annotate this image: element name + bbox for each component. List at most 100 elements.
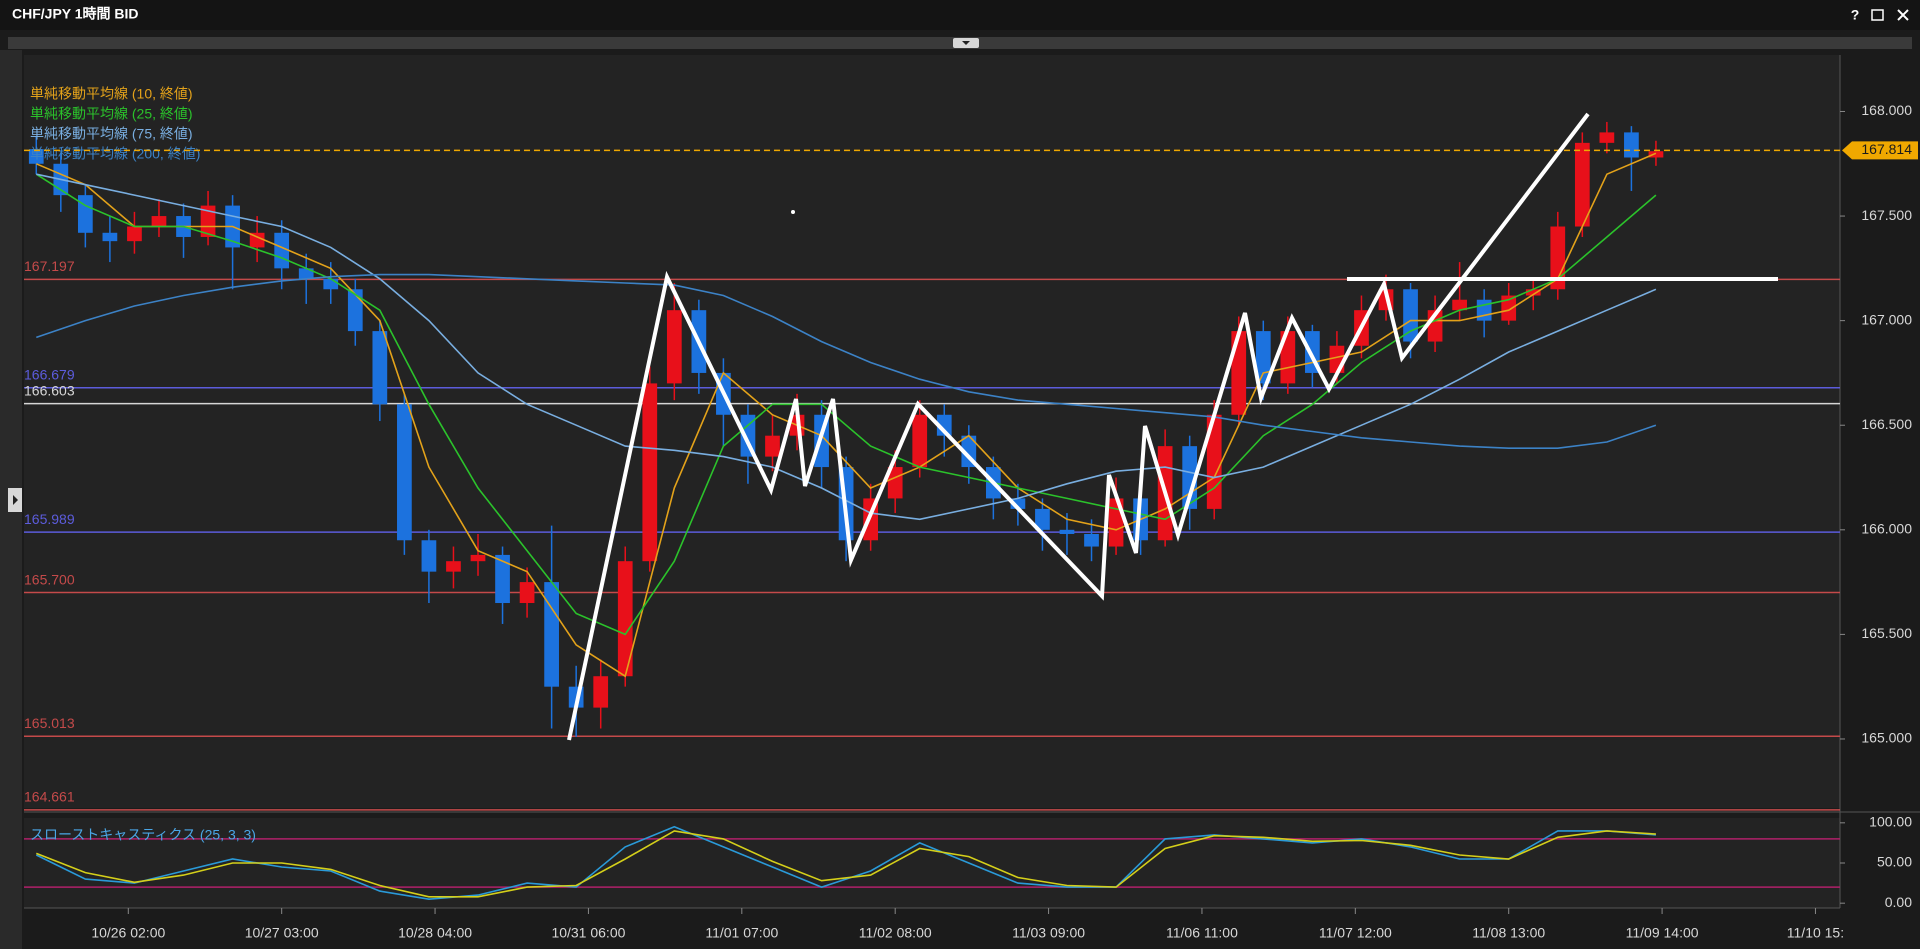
toolbar-toggle-icon — [962, 41, 970, 45]
last-price-tag — [1842, 141, 1918, 160]
stoch-plot: スローストキャスティクス (25, 3, 3) — [24, 825, 1840, 901]
help-button[interactable]: ? — [1851, 7, 1860, 23]
candle-body — [1035, 508, 1050, 530]
x-tick-label: 11/01 07:00 — [705, 925, 778, 941]
candle-body — [1059, 529, 1075, 534]
x-tick-label: 10/28 04:00 — [398, 925, 472, 941]
zigzag-drawing — [567, 112, 1590, 741]
x-tick-label: 11/08 13:00 — [1472, 925, 1545, 941]
side-toggle-icon — [13, 495, 18, 505]
candle-body — [617, 561, 633, 677]
legend-entry: 単純移動平均線 (75, 終値) — [30, 126, 193, 142]
level-label: 165.700 — [24, 571, 75, 587]
x-tick-label: 11/09 14:00 — [1626, 925, 1699, 941]
candle-body — [421, 540, 437, 572]
legend-entry: 単純移動平均線 (200, 終値) — [30, 146, 200, 162]
candle-body — [28, 149, 44, 164]
candle-body — [1476, 299, 1492, 321]
ma-line — [35, 152, 1657, 678]
legend-entry: 単純移動平均線 (10, 終値) — [30, 86, 193, 102]
candle-body — [1255, 331, 1271, 384]
close-button[interactable] — [1897, 9, 1909, 21]
x-tick-label: 11/10 15: — [1787, 925, 1844, 941]
y-tick-label: 166.000 — [1861, 521, 1912, 537]
candle-body — [1501, 295, 1517, 321]
stoch-y-tick-label: 50.00 — [1877, 854, 1912, 870]
candle-body — [298, 268, 314, 279]
candle-body — [1329, 345, 1345, 373]
stoch-y-tick-label: 100.00 — [1869, 814, 1912, 830]
level-label: 166.679 — [24, 366, 75, 382]
candle-body — [887, 467, 903, 499]
y-tick-label: 167.500 — [1861, 207, 1912, 223]
candle-body — [1206, 414, 1222, 509]
candle-body — [1648, 151, 1664, 158]
candle-body — [151, 216, 167, 227]
candle-body — [323, 278, 339, 290]
candle-body — [1452, 299, 1467, 311]
ma-line — [36, 273, 1657, 449]
trend-drawings — [567, 112, 1778, 741]
level-label: 166.603 — [24, 382, 75, 398]
candle-body — [397, 404, 412, 541]
x-tick-label: 11/06 11:00 — [1166, 925, 1238, 941]
level-label: 167.197 — [24, 258, 75, 274]
candle-body — [642, 383, 658, 562]
candle-body — [666, 310, 682, 384]
candle-body — [446, 561, 461, 572]
candle-body — [912, 414, 928, 468]
stoch-line — [36, 830, 1656, 898]
price-axis-area — [1840, 50, 1920, 949]
candle-body — [200, 205, 216, 237]
level-label: 165.013 — [24, 715, 75, 731]
y-tick-label: 166.500 — [1861, 416, 1912, 432]
candle-body — [519, 582, 535, 604]
maximize-button[interactable] — [1871, 9, 1884, 21]
x-tick-label: 11/07 12:00 — [1319, 925, 1392, 941]
candle-body — [347, 289, 363, 332]
legend-entry: 単純移動平均線 (25, 終値) — [30, 106, 193, 122]
marker-dot — [791, 210, 795, 214]
candle-body — [1599, 132, 1615, 143]
x-tick-label: 11/03 09:00 — [1012, 925, 1085, 941]
y-tick-label: 165.000 — [1861, 730, 1912, 746]
x-tick-label: 10/26 02:00 — [91, 925, 165, 941]
candle-body — [1550, 226, 1566, 290]
level-label: 164.661 — [24, 789, 75, 805]
x-tick-label: 10/31 06:00 — [551, 925, 625, 941]
ma-line — [35, 173, 1657, 636]
candle-body — [593, 676, 609, 708]
candle-body — [495, 554, 510, 604]
last-price-label: 167.814 — [1861, 141, 1912, 157]
candle-body — [470, 554, 486, 562]
candle-body — [1624, 132, 1639, 158]
stoch-title: スローストキャスティクス (25, 3, 3) — [30, 827, 256, 843]
candle-body — [77, 195, 93, 233]
candle-body — [249, 232, 265, 248]
candle-body — [127, 226, 142, 242]
candle-body — [1525, 289, 1541, 296]
y-tick-label: 168.000 — [1861, 102, 1912, 118]
candle-body — [372, 331, 388, 405]
window-title: CHF/JPY 1時間 BID — [12, 6, 139, 22]
stoch-y-tick-label: 0.00 — [1885, 894, 1912, 910]
x-tick-label: 11/02 08:00 — [859, 925, 932, 941]
x-tick-label: 10/27 03:00 — [245, 925, 319, 941]
candle-body — [1574, 142, 1590, 227]
candle-body — [544, 582, 559, 687]
candle-body — [1231, 331, 1247, 415]
candle-body — [102, 232, 118, 242]
candle-body — [765, 435, 780, 457]
stoch-plot-area — [24, 818, 1840, 908]
candle-body — [274, 232, 290, 269]
main-plot-area — [24, 55, 1840, 808]
candle-body — [1182, 446, 1198, 509]
y-tick-label: 167.000 — [1861, 311, 1912, 327]
candle-body — [1084, 533, 1099, 547]
title-bar — [0, 0, 1920, 30]
y-tick-label: 165.500 — [1861, 625, 1912, 641]
candle-body — [1280, 331, 1296, 384]
level-label: 165.989 — [24, 511, 75, 527]
